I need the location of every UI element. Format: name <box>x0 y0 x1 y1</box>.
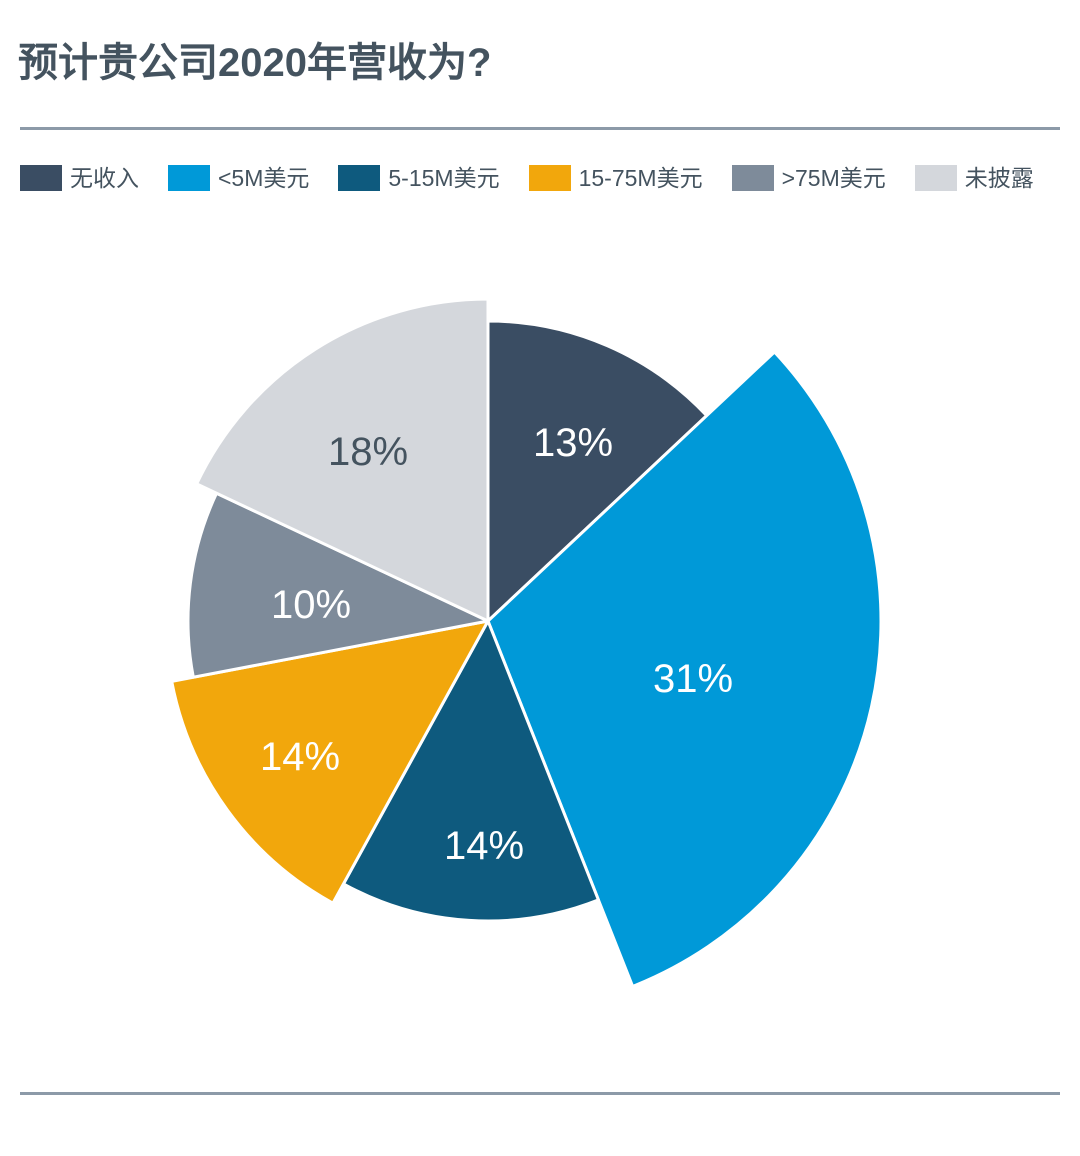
svg-text:14%: 14% <box>444 824 524 868</box>
svg-text:10%: 10% <box>271 583 351 627</box>
svg-text:14%: 14% <box>260 735 340 779</box>
svg-text:18%: 18% <box>328 430 408 474</box>
svg-text:13%: 13% <box>533 421 613 465</box>
svg-text:31%: 31% <box>653 657 733 701</box>
